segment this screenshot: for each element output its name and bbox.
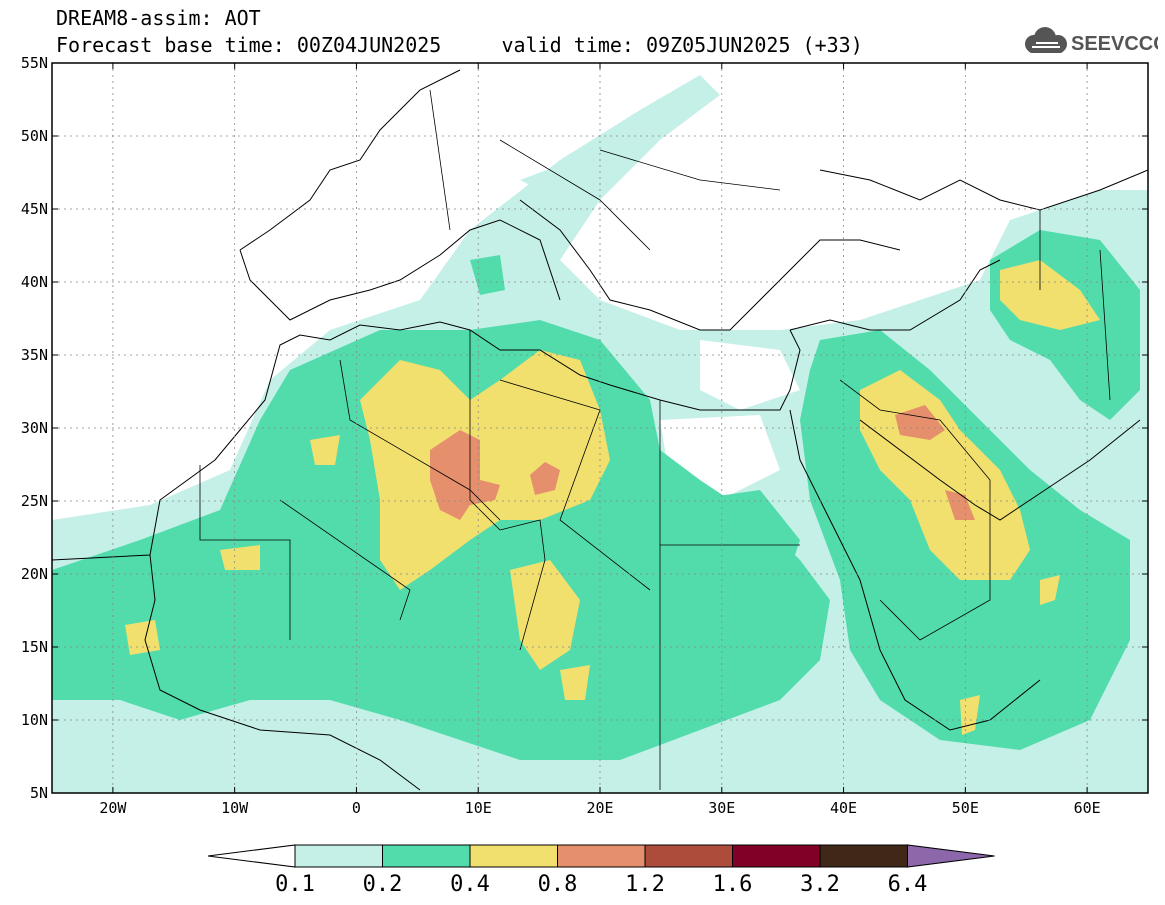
colorbar-min-arrow [207,844,296,868]
longitude-labels: 20W 10W 0 10E 20E 30E 40E 50E 60E [99,799,1100,817]
axis-ticks [52,62,1148,794]
lat-label: 15N [21,638,48,656]
country-borders [199,89,1111,790]
colorbar-swatch [382,844,471,868]
aot-band-0.4 [360,350,610,590]
lon-label: 50E [952,799,979,817]
lon-label: 0 [352,799,361,817]
lat-label: 55N [21,54,48,72]
colorbar-swatch [557,844,646,868]
colorbar: 0.1 0.2 0.4 0.8 1.2 1.6 3.2 6.4 [207,844,995,897]
colorbar-swatch [819,844,908,868]
colorbar-label: 0.4 [450,872,490,897]
coastlines [52,69,1148,791]
colorbar-label: 6.4 [888,872,928,897]
lon-label: 10W [221,799,249,817]
lon-label: 30E [708,799,735,817]
colorbar-max-arrow [907,844,995,868]
colorbar-swatch [732,844,821,868]
chart-title: DREAM8-assim: AOT [56,6,261,30]
lat-label: 20N [21,565,48,583]
lat-label: 10N [21,711,48,729]
aot-band-0.1-b [520,150,620,200]
lat-label: 5N [30,784,48,802]
lat-label: 25N [21,492,48,510]
colorbar-label: 0.1 [275,872,315,897]
lat-label: 45N [21,200,48,218]
lat-label: 50N [21,127,48,145]
colorbar-label: 0.2 [363,872,403,897]
lon-label: 20W [99,799,127,817]
lat-label: 30N [21,419,48,437]
lon-label: 10E [465,799,492,817]
lon-label: 40E [830,799,857,817]
colorbar-label: 1.2 [625,872,665,897]
logo-text: SEEVCCC [1071,33,1158,55]
seevccc-logo: SEEVCCC [1025,27,1158,55]
graticule [52,63,1148,793]
colorbar-swatch [644,844,733,868]
colorbar-swatch [294,844,383,868]
lat-label: 40N [21,273,48,291]
colorbar-label: 1.6 [713,872,753,897]
colorbar-label: 0.8 [538,872,578,897]
colorbar-swatch [469,844,558,868]
aot-fill-layer [52,75,1148,793]
lon-label: 60E [1074,799,1101,817]
colorbar-label: 3.2 [800,872,840,897]
lon-label: 20E [586,799,613,817]
aot-band-0.8 [430,430,500,520]
lat-label: 35N [21,346,48,364]
latitude-labels: 55N 50N 45N 40N 35N 30N 25N 20N 15N 10N 5N [21,54,48,802]
forecast-time-line: Forecast base time: 00Z04JUN2025 valid t… [56,33,863,57]
